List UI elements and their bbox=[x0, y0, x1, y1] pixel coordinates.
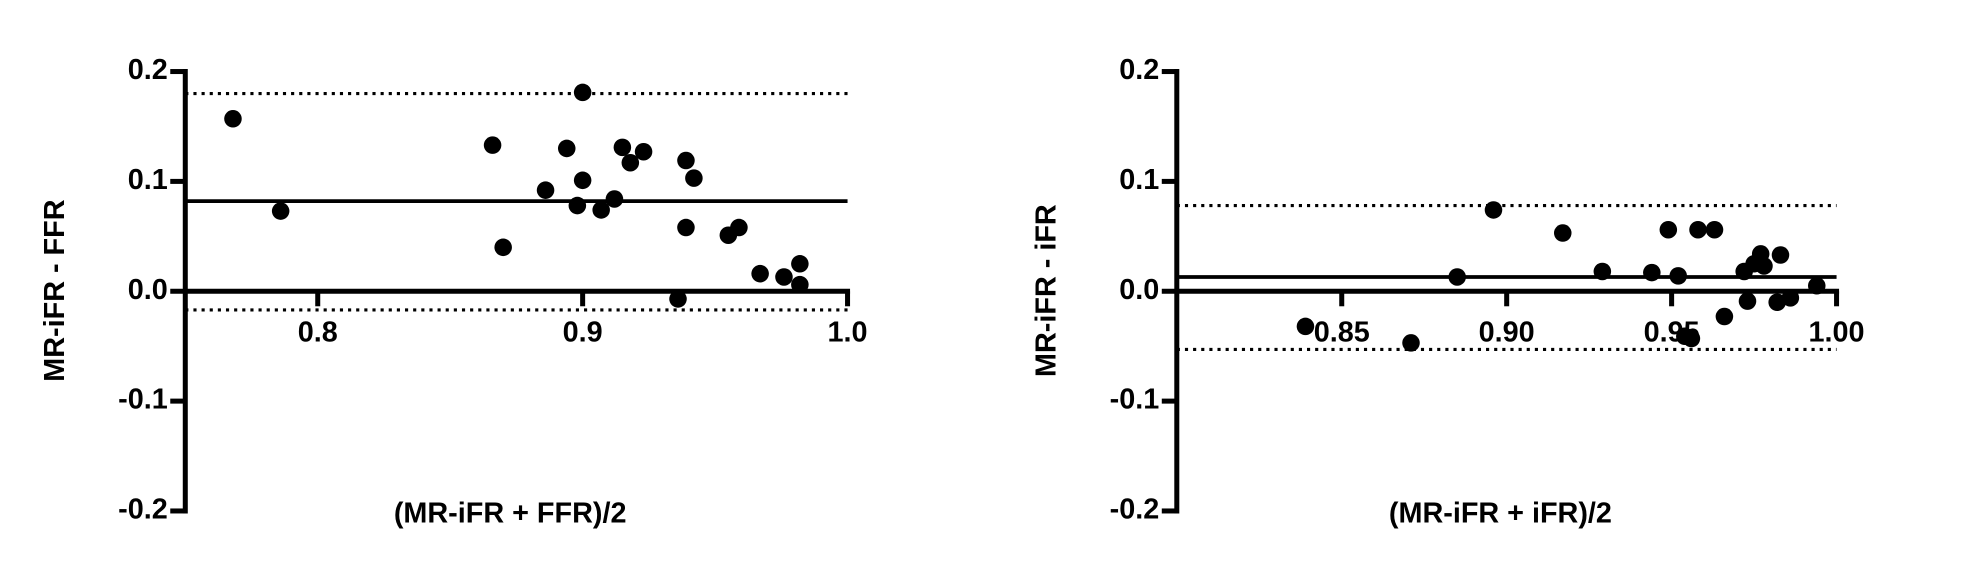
data-point bbox=[1738, 292, 1757, 310]
x-axis-label: (MR-iFR + FFR)/2 bbox=[394, 497, 627, 529]
y-tick-label: -0.1 bbox=[118, 384, 168, 416]
data-point bbox=[573, 83, 592, 102]
data-point bbox=[1715, 307, 1734, 326]
data-point bbox=[568, 196, 587, 215]
data-point bbox=[1768, 293, 1786, 312]
y-tick-label: 0.0 bbox=[128, 274, 168, 306]
data-point bbox=[1689, 220, 1707, 239]
data-point bbox=[557, 139, 576, 158]
data-point bbox=[573, 171, 592, 190]
y-tick-label: -0.2 bbox=[1110, 494, 1160, 526]
x-tick-label: 1.00 bbox=[1809, 316, 1865, 348]
data-point bbox=[730, 218, 748, 237]
data-point bbox=[791, 275, 809, 294]
y-axis-label: MR-iFR - FFR bbox=[39, 199, 71, 381]
data-point bbox=[271, 202, 290, 220]
data-point bbox=[592, 201, 610, 219]
data-point bbox=[224, 110, 242, 128]
data-point bbox=[677, 218, 695, 237]
data-point bbox=[1643, 263, 1661, 282]
data-point bbox=[1659, 220, 1678, 239]
y-tick-label: 0.2 bbox=[128, 54, 168, 86]
data-point bbox=[1755, 257, 1773, 275]
data-point bbox=[494, 238, 512, 257]
y-tick-label: 0.1 bbox=[128, 164, 168, 196]
data-point bbox=[791, 255, 809, 273]
data-point bbox=[1705, 220, 1724, 239]
data-point bbox=[605, 190, 624, 208]
y-tick-label: 0.1 bbox=[1119, 164, 1159, 196]
data-point bbox=[1781, 289, 1800, 307]
y-tick-label: 0.0 bbox=[1119, 274, 1159, 306]
data-point bbox=[634, 142, 653, 161]
data-point bbox=[677, 151, 695, 170]
data-point bbox=[1484, 201, 1503, 219]
y-tick-label: 0.2 bbox=[1119, 54, 1159, 86]
data-point bbox=[1296, 317, 1315, 336]
data-point bbox=[775, 268, 793, 286]
data-point bbox=[1593, 262, 1612, 281]
x-tick-label: 0.90 bbox=[1479, 316, 1535, 348]
y-tick-label: -0.1 bbox=[1110, 384, 1160, 416]
x-tick-label: 0.9 bbox=[563, 316, 603, 348]
data-point bbox=[1682, 329, 1701, 348]
data-point bbox=[1402, 334, 1420, 352]
y-axis-label: MR-iFR - iFR bbox=[1030, 204, 1062, 377]
data-point bbox=[1808, 276, 1826, 295]
data-point bbox=[751, 264, 769, 283]
data-point bbox=[1553, 224, 1572, 242]
x-axis-label: (MR-iFR + iFR)/2 bbox=[1389, 497, 1612, 529]
x-tick-label: 0.8 bbox=[298, 316, 338, 348]
data-point bbox=[483, 136, 502, 154]
data-point bbox=[669, 290, 687, 308]
y-tick-label: -0.2 bbox=[118, 494, 168, 526]
x-tick-label: 0.85 bbox=[1314, 316, 1370, 348]
data-point bbox=[1771, 246, 1790, 264]
data-point bbox=[613, 138, 632, 157]
data-point bbox=[536, 181, 555, 199]
data-point bbox=[685, 169, 703, 187]
data-point bbox=[1669, 267, 1687, 285]
x-tick-label: 1.0 bbox=[828, 316, 868, 348]
data-point bbox=[1448, 268, 1466, 286]
data-point bbox=[621, 153, 640, 172]
